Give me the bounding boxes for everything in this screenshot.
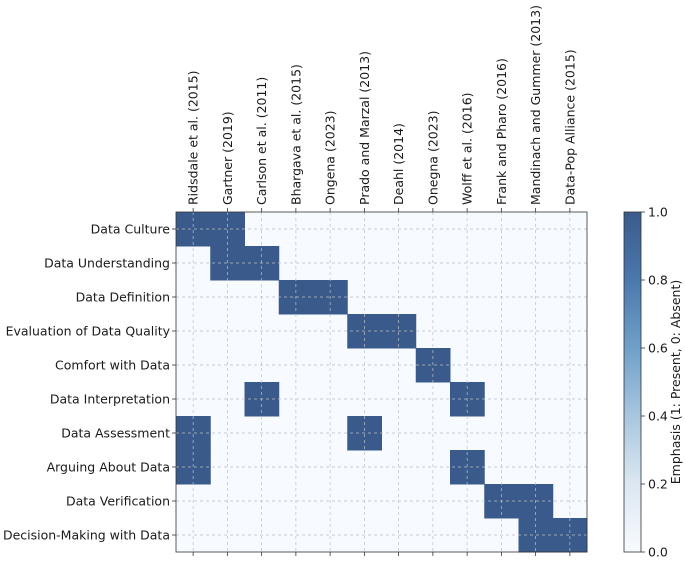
y-tick-label: Decision-Making with Data bbox=[3, 528, 170, 543]
y-tick-label: Data Understanding bbox=[44, 256, 170, 271]
y-tick-label: Data Interpretation bbox=[50, 392, 170, 407]
plot-frame bbox=[175, 211, 588, 553]
x-tick-label: Bhargava et al. (2015) bbox=[288, 64, 303, 205]
colorbar-tick-label: 0.0 bbox=[648, 545, 668, 560]
y-tick-label: Data Verification bbox=[66, 494, 170, 509]
x-tick-label: Mandinach and Gummer (2013) bbox=[528, 5, 543, 205]
y-tick-label: Arguing About Data bbox=[47, 460, 170, 475]
colorbar-tick-label: 0.4 bbox=[648, 409, 668, 424]
x-tick-label: Onegna (2023) bbox=[425, 110, 440, 205]
heatmap-cell bbox=[415, 348, 451, 383]
heatmap-cell bbox=[176, 416, 211, 451]
heatmap-cell bbox=[176, 212, 211, 247]
x-tick-label: Prado and Marzal (2013) bbox=[357, 51, 372, 205]
colorbar-tick-label: 0.2 bbox=[648, 477, 668, 492]
colorbar-tick-label: 0.6 bbox=[648, 341, 668, 356]
colorbar-tick-label: 1.0 bbox=[648, 205, 668, 220]
heatmap-cell bbox=[176, 450, 211, 485]
y-tick-label: Data Culture bbox=[91, 222, 171, 237]
y-tick-label: Data Assessment bbox=[61, 426, 170, 441]
heatmap-cell bbox=[210, 212, 245, 247]
x-tick-label: Deahl (2014) bbox=[391, 123, 406, 205]
heatmap-cell bbox=[210, 246, 245, 281]
y-tick-label: Comfort with Data bbox=[55, 358, 170, 373]
x-tick-label: Ongena (2023) bbox=[323, 110, 338, 205]
plot-area bbox=[175, 211, 588, 553]
y-tick-labels: Data Culture Data Understanding Data Defin… bbox=[3, 222, 176, 543]
colorbar-label: Emphasis (1: Present, 0: Absent) bbox=[668, 280, 683, 484]
colorbar-tick-label: 0.8 bbox=[648, 273, 668, 288]
x-tick-label: Data-Pop Alliance (2015) bbox=[562, 49, 577, 205]
x-tick-label: Carlson et al. (2011) bbox=[254, 77, 269, 205]
x-tick-label: Wolff et al. (2016) bbox=[460, 92, 475, 205]
colorbar-gradient bbox=[623, 211, 642, 553]
x-tick-label: Frank and Pharo (2016) bbox=[494, 58, 509, 205]
heatmap-cell bbox=[450, 450, 485, 485]
heatmap-cell bbox=[552, 518, 588, 553]
colorbar-ticks: 0.0 0.2 0.4 0.6 0.8 1.0 bbox=[641, 205, 668, 560]
x-tick-labels: Ridsdale et al. (2015) Gartner (2019) Carl… bbox=[186, 5, 577, 556]
y-tick-label: Data Definition bbox=[76, 290, 170, 305]
colorbar: 0.0 0.2 0.4 0.6 0.8 1.0 Emphasis (1: Present,… bbox=[623, 205, 683, 560]
y-tick-label: Evaluation of Data Quality bbox=[6, 324, 171, 339]
x-tick-label: Gartner (2019) bbox=[220, 111, 235, 205]
x-tick-label: Ridsdale et al. (2015) bbox=[186, 70, 201, 205]
